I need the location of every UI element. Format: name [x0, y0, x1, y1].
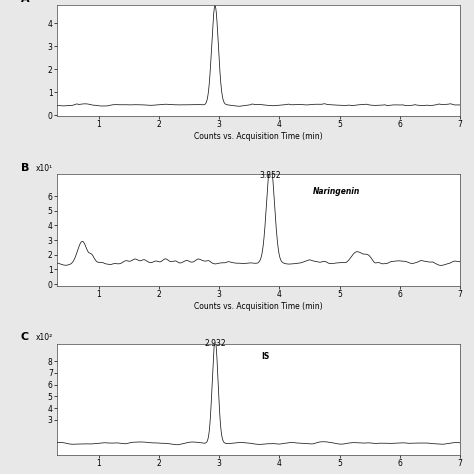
X-axis label: Counts vs. Acquisition Time (min): Counts vs. Acquisition Time (min) [194, 301, 323, 310]
Text: Naringenin: Naringenin [312, 187, 360, 196]
Text: 2.932: 2.932 [204, 339, 226, 348]
Text: B: B [21, 163, 29, 173]
X-axis label: Counts vs. Acquisition Time (min): Counts vs. Acquisition Time (min) [194, 132, 323, 141]
Text: x10²: x10² [36, 334, 53, 342]
Text: A: A [21, 0, 29, 4]
Text: IS: IS [261, 352, 270, 361]
Text: 3.852: 3.852 [260, 171, 281, 180]
Text: C: C [21, 332, 29, 342]
Text: x10¹: x10¹ [36, 164, 53, 173]
